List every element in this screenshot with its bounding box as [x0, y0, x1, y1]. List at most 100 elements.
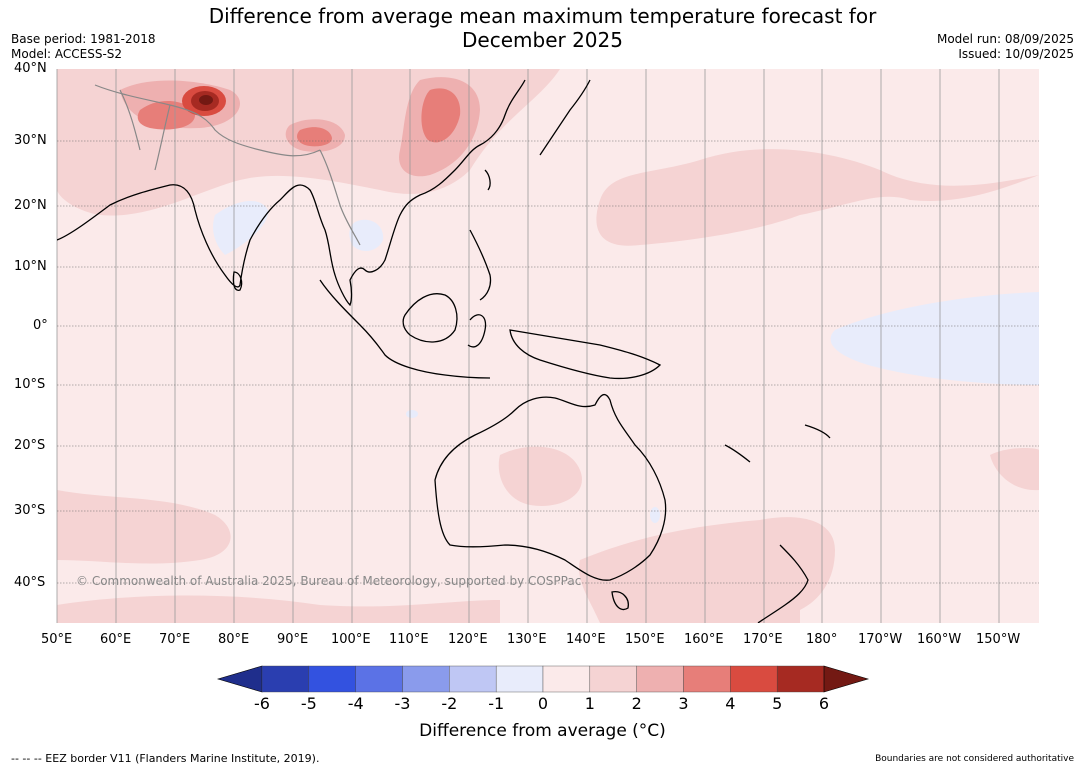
lon-label-150w: 150°W [976, 632, 1021, 647]
colorbar-tick-label: 5 [772, 694, 782, 713]
sulawesi [467, 314, 487, 348]
sumatra-java [319, 279, 491, 379]
colorbar-label: Difference from average (°C) [419, 721, 666, 741]
colorbar-cell [402, 665, 450, 693]
colorbar-cell [355, 665, 403, 693]
border-pakistan-india [154, 104, 171, 171]
lat-label-10s: 10°S [14, 377, 46, 392]
lon-label-140e: 140°E [566, 632, 606, 647]
fiji [804, 424, 831, 439]
colorbar-extend-low [216, 665, 263, 693]
colorbar-cell [449, 665, 497, 693]
coastlines [57, 79, 831, 623]
title-line-1: Difference from average mean maximum tem… [208, 4, 877, 28]
colorbar-tick-label: -6 [254, 694, 270, 713]
borneo [402, 293, 458, 343]
lon-label-130e: 130°E [507, 632, 547, 647]
colorbar-ticks: -6 -5 -4 -3 -2 -1 0 1 2 3 4 5 6 [254, 694, 829, 713]
colorbar-tick-label: 0 [538, 694, 548, 713]
meta-right: Model run: 08/09/2025 Issued: 10/09/2025 [937, 32, 1074, 62]
lat-label-10n: 10°N [14, 259, 47, 274]
border-indochina [319, 149, 361, 246]
country-borders [94, 84, 361, 246]
colorbar-tick-label: -1 [488, 694, 504, 713]
lon-label-160w: 160°W [917, 632, 962, 647]
anomaly-region-southern-ocean [57, 595, 500, 623]
lat-label-20n: 20°N [14, 198, 47, 213]
anomaly-field [57, 69, 1039, 623]
philippines [469, 229, 492, 301]
lon-label-50e: 50°E [41, 632, 73, 647]
colorbar-tick-label: 1 [585, 694, 595, 713]
colorbar-tick-label: -2 [441, 694, 457, 713]
anomaly-region-cool-india [213, 200, 269, 255]
asia-coastline [57, 79, 526, 307]
title-line-2: December 2025 [462, 28, 623, 52]
anomaly-region-australia [498, 446, 582, 506]
australia [434, 393, 667, 581]
base-period: Base period: 1981-2018 [11, 32, 156, 46]
colorbar-extend-high [823, 665, 870, 693]
model-run: Model run: 08/09/2025 [936, 32, 1074, 46]
lat-label-40n: 40°N [14, 61, 47, 76]
graticule [56, 69, 1000, 623]
anomaly-region-cool-small [406, 410, 418, 418]
lon-label-170w: 170°W [858, 632, 903, 647]
colorbar-tick-label: 4 [725, 694, 735, 713]
lon-label-100e: 100°E [331, 632, 371, 647]
colorbar-cell [683, 665, 731, 693]
colorbar-cells [216, 665, 870, 693]
new-zealand [757, 544, 809, 623]
copyright-notice: © Commonwealth of Australia 2025, Bureau… [76, 574, 582, 588]
lon-label-90e: 90°E [277, 632, 309, 647]
anomaly-region-3to4-c [421, 88, 461, 143]
model-name: Model: ACCESS-S2 [11, 47, 123, 61]
lat-label-30n: 30°N [14, 133, 47, 148]
lon-label-160e: 160°E [684, 632, 724, 647]
border-afghanistan [119, 89, 141, 151]
lon-label-110e: 110°E [389, 632, 429, 647]
anomaly-region-south-pacific [990, 447, 1039, 491]
tasmania [611, 591, 629, 611]
colorbar-cell [730, 665, 778, 693]
lon-label-150e: 150°E [625, 632, 665, 647]
disclaimer: Boundaries are not considered authoritat… [875, 754, 1074, 764]
lon-label-60e: 60°E [100, 632, 132, 647]
anomaly-region-cool-pacific [830, 292, 1039, 385]
colorbar-tick-label: 2 [632, 694, 642, 713]
new-caledonia [724, 444, 751, 463]
colorbar-tick-label: -4 [348, 694, 364, 713]
lat-label-30s: 30°S [14, 503, 46, 518]
eez-note: -- -- -- EEZ border V11 (Flanders Marine… [11, 752, 320, 765]
border-himalaya [94, 84, 321, 157]
anomaly-region-north-pacific [57, 69, 1039, 246]
sri-lanka [232, 271, 243, 291]
colorbar-tick-label: -3 [395, 694, 411, 713]
lon-label-120e: 120°E [448, 632, 488, 647]
anomaly-region-3to4-b [297, 127, 332, 147]
lon-label-70e: 70°E [159, 632, 191, 647]
lon-label-80e: 80°E [218, 632, 250, 647]
colorbar-tick-label: 6 [819, 694, 829, 713]
lon-label-170e: 170°E [743, 632, 783, 647]
colorbar-tick-label: -5 [301, 694, 317, 713]
anomaly-region-tasman [579, 517, 835, 623]
issued-date: Issued: 10/09/2025 [958, 47, 1074, 61]
new-guinea [509, 329, 662, 380]
lon-label-180: 180° [806, 632, 838, 647]
colorbar-cell [542, 665, 591, 693]
colorbar: -6 -5 -4 -3 -2 -1 0 1 2 3 4 5 6 [216, 665, 870, 713]
lat-label-0: 0° [33, 318, 48, 333]
anomaly-region-cool-east-aus [650, 507, 660, 523]
anomaly-region-cool-indochina [349, 219, 384, 252]
colorbar-tick-label: 3 [678, 694, 688, 713]
map-title: Difference from average mean maximum tem… [0, 4, 1085, 52]
lat-label-20s: 20°S [14, 438, 46, 453]
colorbar-cell [261, 665, 310, 693]
colorbar-cell [495, 665, 544, 693]
colorbar-cell [589, 665, 637, 693]
anomaly-region-south-indian [57, 490, 231, 564]
colorbar-cell [308, 665, 356, 693]
colorbar-cell [776, 665, 825, 693]
